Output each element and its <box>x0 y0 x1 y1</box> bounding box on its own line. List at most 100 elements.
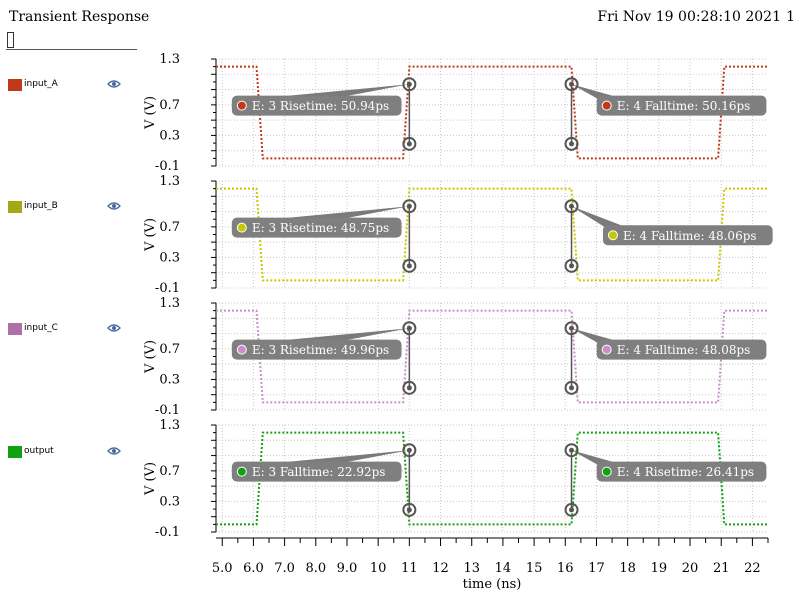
edge-marker-core <box>569 263 575 269</box>
y-tick-label: 0.7 <box>159 220 180 235</box>
y-tick-label: -0.1 <box>155 403 180 418</box>
annotation-dot <box>236 100 247 111</box>
y-axis-label: V (V) <box>143 462 158 496</box>
annotation-label: E: 3 Risetime: 49.96ps <box>252 343 389 357</box>
annotation-pointer <box>257 84 410 113</box>
edge-marker <box>402 258 417 273</box>
y-tick-label: 0.7 <box>159 98 180 113</box>
y-tick-label: -0.1 <box>155 159 180 174</box>
x-tick-label: 20 <box>682 561 699 576</box>
signal-filter-input[interactable] <box>7 32 14 48</box>
y-tick-label: 0.3 <box>159 128 180 143</box>
annotation-dot <box>601 344 612 355</box>
annotation-label: E: 3 Risetime: 48.75ps <box>252 221 389 235</box>
edge-marker <box>402 77 417 92</box>
edge-marker <box>564 443 579 458</box>
x-tick-label: 14 <box>495 561 512 576</box>
edge-marker-core <box>406 263 412 269</box>
edge-marker-core <box>569 203 575 209</box>
eye-icon[interactable] <box>107 199 121 213</box>
y-axis-label: V (V) <box>143 96 158 130</box>
legend-label-input-a: input_A <box>24 79 58 89</box>
window-title: Transient Response <box>9 9 150 25</box>
x-tick-label: 13 <box>463 561 480 576</box>
annotation-box <box>602 225 773 246</box>
input-c-color-swatch <box>8 323 22 335</box>
eye-icon[interactable] <box>107 321 121 335</box>
y-tick-label: 1.3 <box>159 296 180 311</box>
annotation-label: E: 4 Falltime: 48.08ps <box>617 343 751 357</box>
annotation-dot <box>236 222 247 233</box>
edge-marker-core <box>569 325 575 331</box>
y-tick-label: 1.3 <box>159 418 180 433</box>
edge-marker-core <box>569 447 575 453</box>
edge-marker <box>564 321 579 336</box>
y-tick-label: 0.3 <box>159 250 180 265</box>
edge-marker-core <box>569 385 575 391</box>
y-axis-label: V (V) <box>143 340 158 374</box>
y-tick-label: -0.1 <box>155 281 180 296</box>
y-tick-label: 0.3 <box>159 494 180 509</box>
annotation-box <box>231 95 402 116</box>
legend-label-input-c: input_C <box>24 323 58 333</box>
x-tick-label: 12 <box>432 561 449 576</box>
input-b-color-swatch <box>8 201 22 213</box>
annotation-label: E: 3 Risetime: 50.94ps <box>252 99 389 113</box>
output-color-swatch <box>8 446 22 458</box>
edge-marker <box>402 380 417 395</box>
x-tick-label: 16 <box>557 561 574 576</box>
edge-marker <box>564 258 579 273</box>
y-tick-label: 0.7 <box>159 464 180 479</box>
edge-marker <box>564 77 579 92</box>
x-axis-label: time (ns) <box>463 577 522 592</box>
edge-marker-core <box>406 81 412 87</box>
edge-marker-core <box>406 203 412 209</box>
x-tick-label: 10 <box>370 561 387 576</box>
eye-icon[interactable] <box>107 77 121 91</box>
edge-marker <box>402 136 417 151</box>
annotation-dot <box>601 100 612 111</box>
x-tick-label: 6.0 <box>243 561 264 576</box>
y-tick-label: 0.3 <box>159 372 180 387</box>
annotation-dot <box>236 344 247 355</box>
annotation-dot <box>236 466 247 477</box>
x-tick-label: 5.0 <box>212 561 233 576</box>
y-tick-label: 0.7 <box>159 342 180 357</box>
annotation-label: E: 3 Falltime: 22.92ps <box>252 465 386 479</box>
annotation-dot <box>601 466 612 477</box>
x-tick-label: 22 <box>744 561 761 576</box>
waveform-panel: E: 3 Risetime: 50.94ps E: 4 Falltime: 50.… <box>211 58 768 167</box>
edge-marker <box>564 199 579 214</box>
x-tick-label: 18 <box>619 561 636 576</box>
x-tick-label: 11 <box>401 561 418 576</box>
edge-marker <box>402 443 417 458</box>
y-tick-label: 1.3 <box>159 52 180 67</box>
page-number: 1 <box>786 9 795 25</box>
edge-marker-core <box>406 447 412 453</box>
edge-marker-core <box>569 81 575 87</box>
x-tick-label: 19 <box>651 561 668 576</box>
edge-marker-core <box>406 141 412 147</box>
edge-marker <box>402 199 417 214</box>
y-tick-label: -0.1 <box>155 525 180 540</box>
edge-marker-core <box>569 141 575 147</box>
eye-icon[interactable] <box>107 444 121 458</box>
annotation-label: E: 4 Falltime: 48.06ps <box>623 229 757 243</box>
datetime-display: Fri Nov 19 00:28:10 2021 <box>597 9 781 25</box>
legend-label-input-b: input_B <box>24 201 58 211</box>
edge-marker-core <box>569 507 575 513</box>
edge-marker-core <box>406 507 412 513</box>
legend-label-output: output <box>24 446 54 456</box>
edge-marker-core <box>406 385 412 391</box>
signal-filter <box>6 31 137 50</box>
annotation-box <box>231 217 402 238</box>
edge-marker <box>564 380 579 395</box>
x-tick-label: 9.0 <box>337 561 358 576</box>
x-tick-label: 7.0 <box>274 561 295 576</box>
annotation-box <box>596 461 767 482</box>
x-tick-label: 17 <box>588 561 605 576</box>
annotation-box <box>596 95 767 116</box>
x-tick-label: 15 <box>526 561 543 576</box>
x-tick-label: 21 <box>713 561 730 576</box>
